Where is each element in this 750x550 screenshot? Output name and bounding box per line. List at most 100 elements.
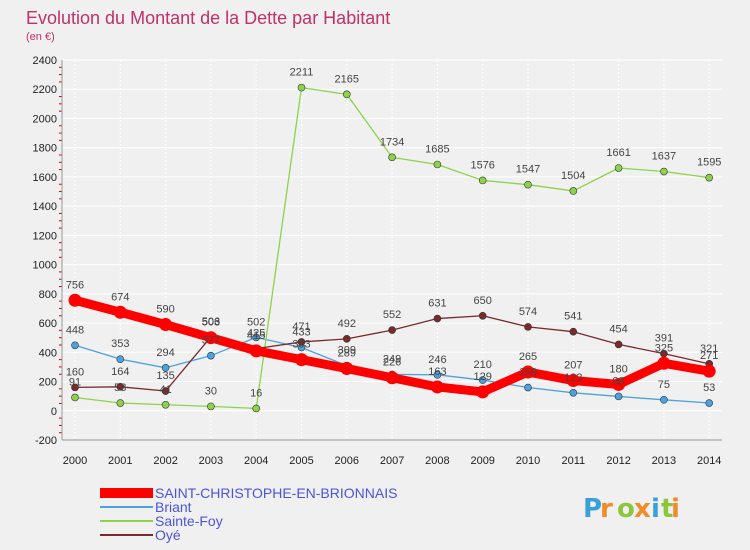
x-tick-label: 2005 (289, 455, 313, 467)
data-label: 574 (519, 306, 537, 318)
y-tick-label: 1000 (33, 260, 57, 272)
y-tick-label: 200 (39, 377, 57, 389)
data-point (521, 365, 535, 379)
logo-letter: t (661, 494, 673, 524)
x-tick-label: 2001 (108, 455, 132, 467)
data-label: 1547 (516, 164, 540, 176)
series-sainte-foy (71, 83, 714, 413)
data-label: 53 (703, 382, 715, 394)
data-label: 321 (700, 343, 718, 355)
legend-label: Oyé (155, 527, 181, 543)
data-label: 353 (111, 338, 129, 350)
y-tick-label: 1600 (33, 172, 57, 184)
x-tick-label: 2007 (380, 455, 404, 467)
data-label: 415 (247, 330, 265, 342)
data-label: 207 (564, 360, 582, 372)
data-point (430, 380, 444, 394)
data-label: 265 (519, 351, 537, 363)
legend-label: SAINT-CHRISTOPHE-EN-BRIONNAIS (155, 485, 397, 501)
legend-label: Sainte-Foy (155, 513, 223, 529)
data-label: 756 (66, 279, 84, 291)
data-point (161, 363, 170, 372)
data-point (342, 90, 351, 99)
data-point (159, 318, 173, 332)
data-point (524, 383, 532, 392)
data-point (161, 387, 170, 395)
x-tick-label: 2009 (470, 455, 494, 467)
data-label: 1661 (606, 147, 630, 159)
y-tick-label: 2400 (33, 55, 57, 67)
data-label: 391 (655, 333, 673, 345)
data-point (388, 153, 396, 162)
data-label: 123 (564, 372, 582, 384)
data-point (569, 327, 578, 336)
data-label: 164 (111, 366, 129, 378)
x-tick-label: 2002 (153, 455, 177, 467)
data-point (524, 323, 532, 331)
y-tick-label: -200 (35, 435, 57, 447)
data-label: 249 (383, 353, 401, 365)
data-label: 552 (383, 309, 401, 321)
data-point (249, 344, 263, 358)
data-label: 163 (428, 366, 446, 378)
logo-letter: r (600, 494, 613, 524)
series-saint-christophe-en-brionnais (68, 293, 716, 399)
data-point (569, 388, 578, 397)
logo-letter: x (634, 494, 651, 524)
data-point (702, 364, 716, 378)
data-label: 294 (156, 347, 174, 359)
proxiti-logo: Pr o x i ti (583, 494, 680, 524)
data-point (433, 314, 442, 323)
x-tick-label: 2013 (652, 455, 676, 467)
data-label: 271 (700, 350, 718, 362)
data-point (478, 311, 487, 320)
data-label: 471 (292, 321, 310, 333)
data-point (433, 371, 442, 379)
y-tick-label: 2000 (33, 113, 57, 125)
y-tick-label: 1400 (33, 201, 57, 213)
data-label: 631 (428, 298, 446, 310)
x-tick-label: 2014 (697, 455, 721, 467)
data-label: 353 (292, 339, 310, 351)
data-point (385, 371, 399, 385)
x-tick-label: 2003 (199, 455, 223, 467)
data-point (204, 331, 218, 345)
data-label: 41 (159, 384, 171, 396)
data-point (297, 83, 306, 92)
data-label: 650 (474, 295, 492, 307)
data-label: 377 (202, 335, 220, 347)
data-label: 502 (247, 316, 265, 328)
data-point (116, 382, 125, 391)
data-label: 674 (111, 291, 129, 303)
data-point (252, 404, 261, 413)
data-label: 246 (428, 354, 446, 366)
data-label: 16 (250, 387, 262, 399)
chart-title: Evolution du Montant de la Dette par Hab… (26, 8, 390, 28)
y-tick-label: 2200 (33, 84, 57, 96)
x-tick-label: 2004 (244, 455, 268, 467)
data-point (71, 341, 79, 350)
y-tick-label: 1200 (33, 230, 57, 242)
data-point (388, 326, 396, 334)
data-label: 503 (202, 317, 220, 329)
y-tick-label: 800 (39, 289, 57, 301)
data-label: 75 (658, 379, 670, 391)
data-point (660, 167, 668, 176)
data-label: 1576 (470, 159, 494, 171)
data-point (614, 340, 623, 349)
data-point (71, 393, 79, 402)
data-label: 492 (338, 318, 356, 330)
y-tick-label: 1800 (33, 143, 57, 155)
data-label: 129 (474, 371, 492, 383)
x-tick-label: 2006 (335, 455, 359, 467)
data-point (297, 338, 306, 346)
data-point (340, 362, 354, 376)
logo-letter: i (671, 494, 680, 524)
data-point (660, 396, 668, 404)
data-point (478, 376, 487, 384)
data-label: 1734 (380, 136, 404, 148)
y-tick-label: 400 (39, 347, 57, 359)
data-point (614, 392, 623, 401)
data-point (68, 293, 82, 307)
